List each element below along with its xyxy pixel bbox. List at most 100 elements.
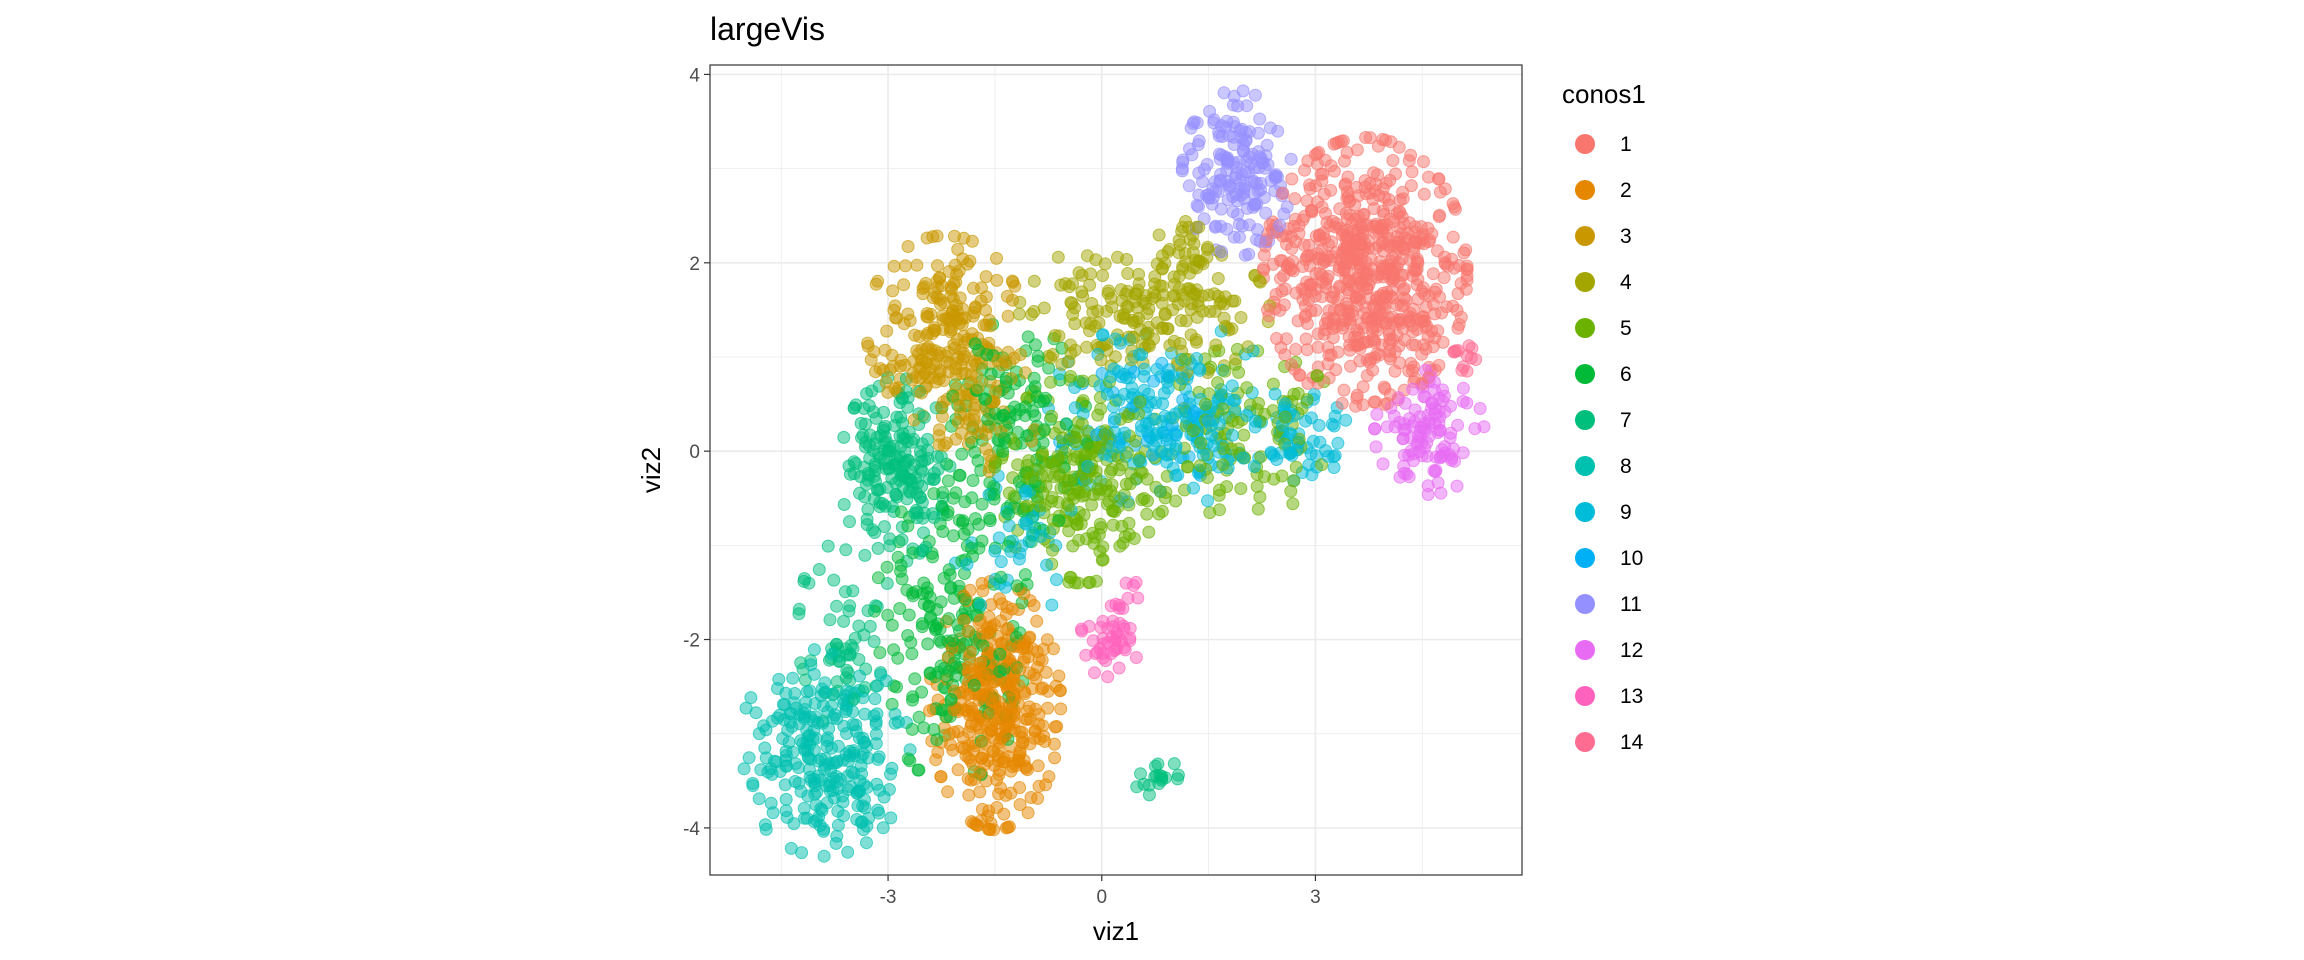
data-point-cluster-9	[1247, 459, 1261, 473]
data-point-cluster-4	[1080, 340, 1094, 354]
y-tick-label: -4	[683, 819, 700, 840]
data-point-cluster-9	[1149, 396, 1163, 410]
data-point-cluster-8	[779, 804, 793, 818]
data-point-cluster-11	[1192, 200, 1205, 214]
data-point-cluster-2	[1002, 718, 1016, 732]
data-point-cluster-4	[1211, 272, 1225, 285]
data-point-cluster-9	[1161, 375, 1174, 389]
data-point-cluster-8	[761, 765, 775, 779]
data-point-cluster-8	[847, 744, 861, 758]
data-point-cluster-1	[1374, 219, 1388, 233]
data-point-cluster-1	[1383, 388, 1397, 402]
data-point-cluster-2	[955, 740, 969, 754]
data-point-cluster-3	[886, 284, 900, 298]
data-point-cluster-12	[1397, 423, 1411, 437]
data-point-cluster-12	[1448, 454, 1461, 468]
data-point-cluster-13	[1096, 632, 1110, 645]
legend-key-11	[1575, 594, 1595, 614]
data-point-cluster-8	[777, 713, 791, 727]
data-point-cluster-2	[988, 618, 1001, 632]
data-point-cluster-6	[887, 643, 901, 657]
data-point-cluster-2	[977, 669, 991, 683]
data-point-cluster-7	[895, 533, 909, 547]
data-point-cluster-7	[798, 572, 811, 586]
data-point-cluster-1	[1395, 268, 1409, 282]
data-point-cluster-1	[1257, 248, 1271, 262]
data-point-cluster-11	[1238, 248, 1252, 262]
data-point-cluster-5	[1315, 458, 1329, 472]
data-point-cluster-2	[1001, 820, 1015, 834]
data-point-cluster-4	[1108, 350, 1122, 364]
data-point-cluster-2	[1021, 763, 1034, 777]
data-point-cluster-5	[1230, 342, 1244, 356]
data-point-cluster-1	[1262, 309, 1276, 323]
data-point-cluster-8	[841, 845, 855, 859]
data-point-cluster-5	[1064, 370, 1078, 383]
data-point-cluster-9	[1207, 439, 1221, 453]
data-point-cluster-6	[928, 670, 942, 684]
data-point-cluster-1	[1269, 288, 1283, 301]
data-point-cluster-6	[912, 763, 926, 777]
y-axis-title: viz2	[636, 447, 666, 493]
data-point-cluster-5	[1076, 374, 1090, 388]
data-point-cluster-2	[976, 626, 990, 640]
data-point-cluster-1	[1346, 309, 1359, 322]
data-point-cluster-1	[1273, 303, 1287, 317]
data-point-cluster-9	[1004, 544, 1018, 558]
data-point-cluster-4	[1132, 267, 1146, 281]
data-point-cluster-3	[871, 274, 885, 288]
data-point-cluster-13	[1075, 624, 1089, 638]
data-point-cluster-1	[1433, 185, 1447, 199]
data-point-cluster-4	[1111, 250, 1124, 264]
data-point-cluster-4	[1203, 305, 1217, 318]
data-point-cluster-4	[1207, 287, 1221, 301]
data-point-cluster-6	[941, 474, 955, 488]
data-point-cluster-4	[1241, 340, 1255, 354]
data-point-cluster-8	[828, 708, 842, 722]
data-point-cluster-11	[1208, 220, 1222, 234]
legend-title: conos1	[1562, 79, 1646, 109]
data-point-cluster-4	[1183, 233, 1197, 247]
data-point-cluster-6	[965, 541, 978, 555]
data-point-cluster-5	[1213, 483, 1226, 497]
legend-label-14: 14	[1620, 731, 1644, 754]
y-tick-label: 0	[689, 442, 700, 463]
data-point-cluster-9	[1132, 347, 1146, 361]
data-point-cluster-3	[979, 290, 993, 304]
legend-key-12	[1575, 640, 1595, 660]
data-point-cluster-1	[1348, 330, 1362, 344]
data-point-cluster-2	[961, 624, 975, 638]
data-point-cluster-3	[947, 277, 961, 290]
data-point-cluster-5	[1113, 539, 1127, 553]
data-point-cluster-6	[949, 669, 963, 683]
data-point-cluster-9	[988, 544, 1002, 558]
data-point-cluster-3	[914, 386, 928, 400]
data-point-cluster-5	[1240, 381, 1254, 395]
data-point-cluster-4	[1096, 269, 1110, 282]
data-point-cluster-8	[773, 765, 787, 778]
chart-title: largeVis	[710, 11, 825, 47]
data-point-cluster-6	[967, 678, 981, 692]
data-point-cluster-1	[1343, 195, 1356, 209]
data-point-cluster-4	[1200, 242, 1214, 256]
legend-key-1	[1575, 134, 1595, 154]
data-point-cluster-5	[1105, 478, 1119, 492]
data-point-cluster-9	[1169, 439, 1183, 453]
data-point-cluster-13	[1112, 629, 1125, 643]
data-point-cluster-5	[1133, 395, 1147, 409]
data-point-cluster-2	[975, 735, 989, 749]
data-point-cluster-5	[1089, 464, 1103, 478]
data-point-cluster-7	[812, 563, 826, 576]
data-point-cluster-12	[1413, 410, 1427, 424]
data-point-cluster-5	[1289, 460, 1303, 474]
data-point-cluster-14	[1460, 349, 1474, 363]
data-point-cluster-6	[901, 752, 915, 766]
data-point-cluster-6	[912, 710, 926, 724]
data-point-cluster-13	[1129, 651, 1143, 664]
data-point-cluster-1	[1446, 230, 1460, 244]
data-point-cluster-7	[1142, 778, 1156, 792]
data-point-cluster-4	[1051, 250, 1065, 264]
data-point-cluster-9	[1327, 461, 1341, 474]
data-point-cluster-3	[867, 345, 881, 359]
